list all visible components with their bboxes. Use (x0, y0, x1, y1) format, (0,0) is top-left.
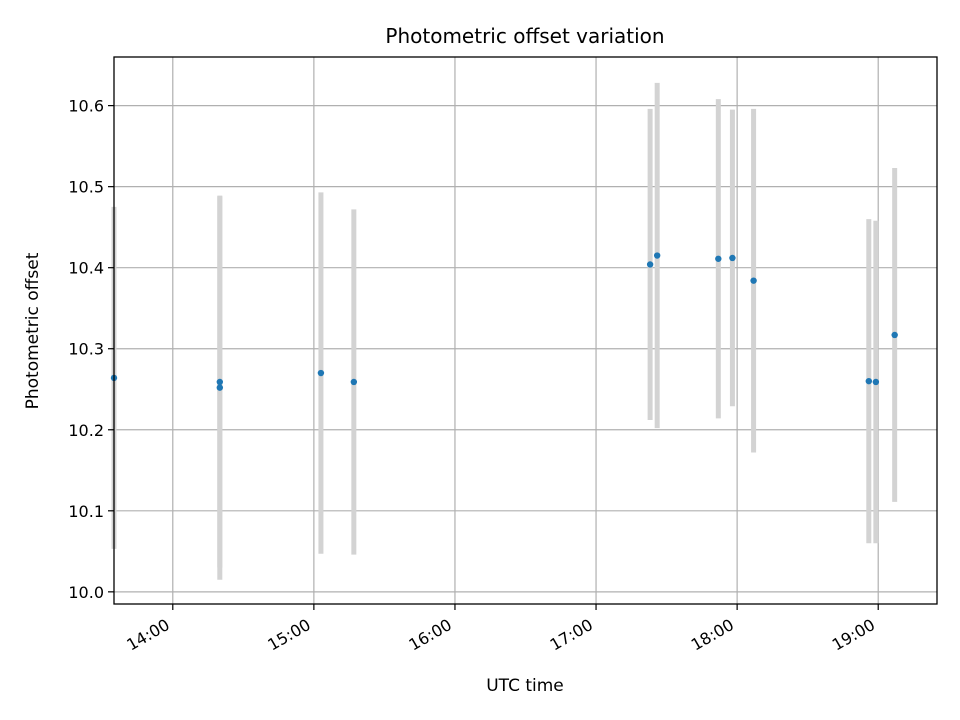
data-points (110, 252, 898, 391)
y-tick-label: 10.2 (68, 421, 104, 440)
x-tick-label: 16:00 (406, 615, 455, 655)
data-point (653, 252, 661, 259)
y-tick-label: 10.5 (68, 178, 104, 197)
error-bars (111, 82, 898, 580)
y-tick-label: 10.4 (68, 259, 104, 278)
y-tick-label: 10.0 (68, 583, 104, 602)
chart-title: Photometric offset variation (385, 24, 664, 48)
grid (114, 57, 937, 604)
data-point (350, 378, 358, 386)
data-point (891, 331, 898, 339)
y-axis-ticks: 10.0 10.1 10.2 10.3 10.4 10.5 10.6 (68, 97, 114, 602)
x-tick-label: 18:00 (688, 615, 737, 655)
data-point (216, 378, 224, 386)
x-tick-label: 19:00 (829, 615, 878, 655)
plot-frame (113, 56, 938, 605)
y-tick-label: 10.3 (68, 340, 104, 359)
data-point (646, 261, 654, 268)
x-tick-label: 15:00 (264, 615, 313, 655)
x-tick-label: 17:00 (547, 615, 596, 655)
x-tick-label: 14:00 (123, 615, 172, 655)
data-point (750, 277, 757, 284)
data-point (872, 378, 880, 386)
data-point (729, 254, 736, 262)
data-point (317, 369, 325, 377)
data-point (216, 384, 224, 391)
data-point (715, 255, 722, 262)
x-axis-title: UTC time (486, 676, 564, 696)
y-tick-label: 10.1 (68, 502, 104, 521)
y-tick-label: 10.6 (68, 97, 104, 116)
x-axis-ticks: 14:00 15:00 16:00 17:00 18:00 19:00 (123, 604, 879, 655)
y-axis-title: Photometric offset (23, 252, 43, 409)
data-point (865, 377, 873, 385)
